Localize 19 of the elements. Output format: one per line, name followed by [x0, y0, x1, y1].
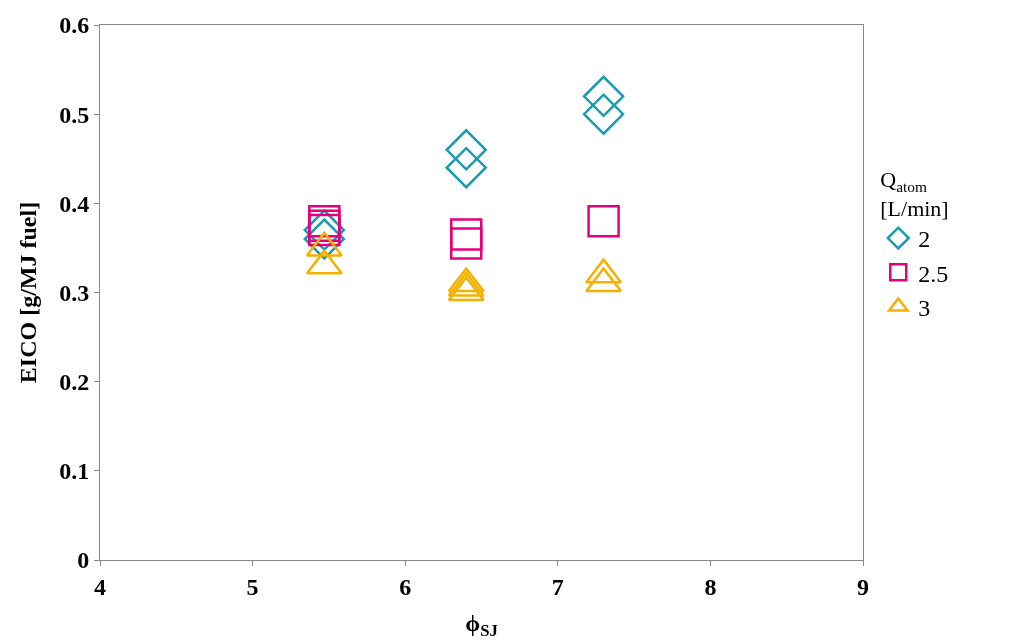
- x-tick-label: 8: [704, 573, 717, 600]
- y-tick-label: 0.3: [59, 279, 90, 306]
- x-tick-label: 7: [551, 573, 564, 600]
- y-tick-label: 0.4: [59, 190, 90, 217]
- y-tick-label: 0.1: [59, 458, 90, 485]
- legend-label: 2.5: [918, 260, 949, 287]
- x-tick-label: 4: [94, 573, 106, 600]
- x-tick-label: 9: [857, 573, 869, 600]
- legend-label: 3: [918, 294, 931, 321]
- y-tick-label: 0: [77, 547, 90, 574]
- y-tick-label: 0.2: [59, 369, 90, 396]
- legend-title: Q$_{atom}$ [L/min]: [880, 167, 949, 221]
- y-tick-label: 0.5: [59, 101, 90, 128]
- x-axis-title: ϕ$_{SJ}$: [465, 610, 498, 641]
- x-tick-label: 6: [399, 573, 412, 600]
- y-axis-title: EICO [g/MJ fuel]: [15, 201, 42, 384]
- legend-label: 2: [918, 226, 931, 253]
- x-tick-label: 5: [246, 573, 259, 600]
- y-tick-label: 0.6: [59, 12, 90, 39]
